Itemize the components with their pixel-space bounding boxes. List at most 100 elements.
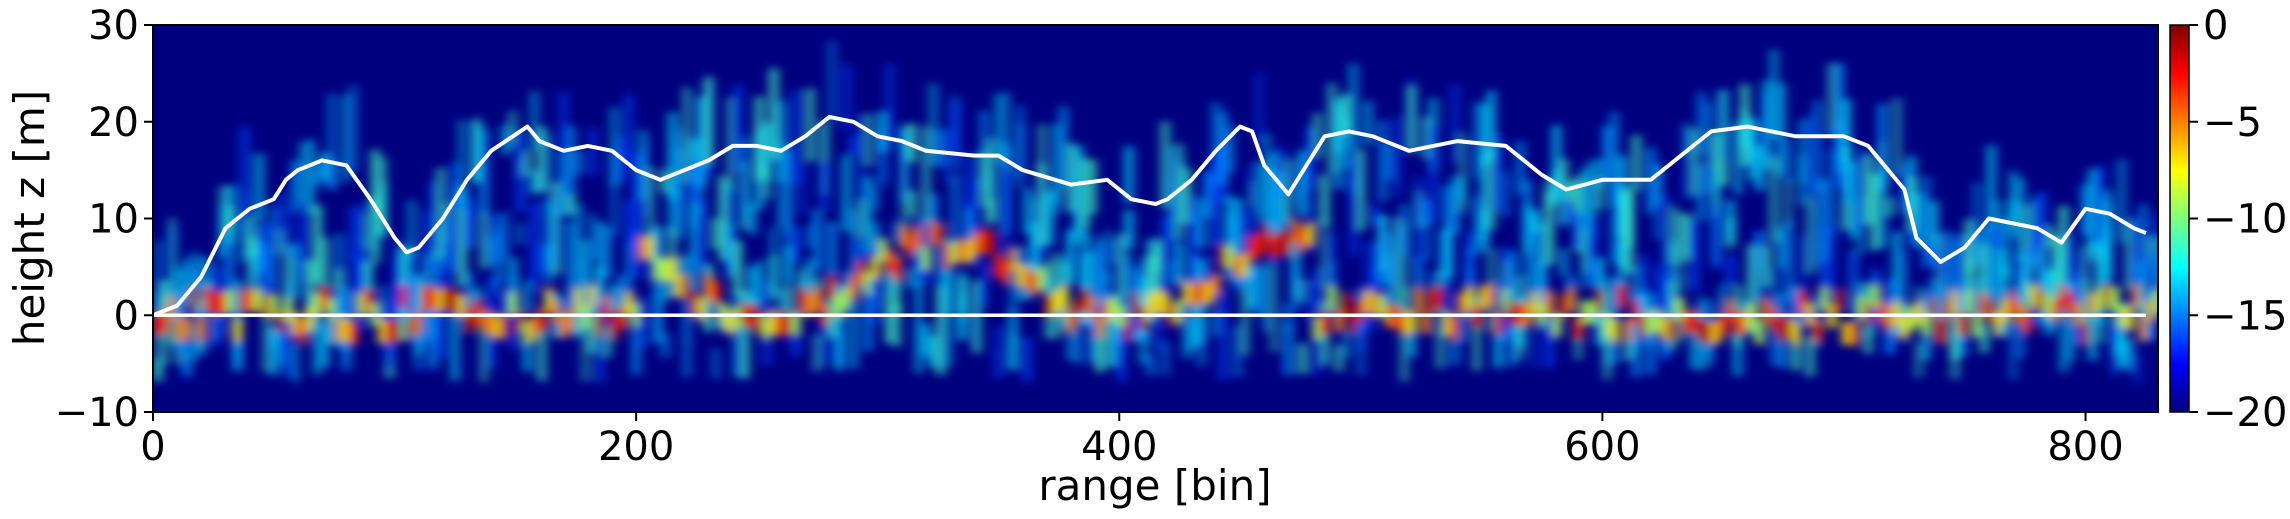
heat-cell <box>1899 251 1910 344</box>
heat-cell <box>595 302 605 383</box>
heat-cell <box>1993 225 2004 249</box>
heat-cell <box>283 208 294 259</box>
heat-cell <box>1682 214 1692 260</box>
heat-cell <box>653 257 663 281</box>
heat-cell <box>1247 265 1257 309</box>
heat-cell <box>1667 318 1678 342</box>
heat-cell <box>1363 289 1373 313</box>
heat-cell <box>732 84 743 172</box>
heat-cell <box>1769 307 1779 331</box>
heat-cell <box>1812 178 1823 267</box>
heat-cell <box>638 236 649 260</box>
heat-cell <box>573 204 583 301</box>
heat-cell <box>1529 211 1540 298</box>
heat-cell <box>1645 310 1656 334</box>
heat-cell <box>421 209 431 293</box>
heat-cell <box>1008 253 1018 338</box>
heat-cell <box>1037 124 1047 179</box>
heat-cell <box>1109 300 1120 342</box>
heat-cell <box>819 160 830 212</box>
heat-cell <box>341 94 352 182</box>
heat-cell <box>863 113 873 167</box>
heat-cell <box>522 150 533 176</box>
heat-cell <box>435 167 446 259</box>
heat-cell <box>1776 317 1786 341</box>
heat-cell <box>225 231 236 306</box>
heat-cell <box>1885 307 1895 331</box>
heat-cell <box>841 270 852 297</box>
heat-cell <box>1138 258 1149 290</box>
heat-cell <box>1769 49 1779 138</box>
heat-cell <box>515 310 526 334</box>
heat-cell <box>261 295 272 319</box>
heat-cell <box>950 173 960 261</box>
heat-cell <box>377 285 388 322</box>
heat-cell <box>1319 175 1330 226</box>
heat-cell <box>2153 236 2158 271</box>
heat-cell <box>1189 195 1199 250</box>
heat-cell <box>1247 164 1257 237</box>
heat-cell <box>558 91 569 156</box>
heat-cell <box>1298 278 1308 303</box>
heat-cell <box>1269 152 1279 245</box>
heat-cell <box>2131 216 2142 294</box>
heat-cell <box>1363 100 1373 145</box>
heat-cell <box>2051 298 2062 322</box>
heat-cell <box>638 297 649 349</box>
heat-cell <box>660 169 670 193</box>
heat-cell <box>587 213 598 261</box>
heat-cell <box>682 275 692 300</box>
heat-cell <box>1254 73 1265 146</box>
heat-cell <box>913 277 924 374</box>
heat-cell <box>1341 115 1352 170</box>
heat-cell <box>1428 288 1439 312</box>
heat-cell <box>1442 312 1453 336</box>
heat-cell <box>377 320 388 344</box>
colorbar-tick-label: −15 <box>2203 293 2287 339</box>
heat-cell <box>1182 280 1192 304</box>
heat-cell <box>1399 312 1410 336</box>
heat-cell <box>450 301 460 381</box>
heat-cell <box>689 228 699 291</box>
heat-cell <box>819 322 830 366</box>
heat-cell <box>1703 321 1714 345</box>
intensity-blobs <box>153 41 2158 383</box>
heat-cell <box>1073 299 1084 323</box>
heat-cell <box>1761 297 1772 322</box>
heat-cell <box>1066 143 1076 213</box>
heat-cell <box>167 310 178 346</box>
heat-cell <box>1602 313 1613 337</box>
heat-cell <box>826 221 837 275</box>
heat-cell <box>508 291 518 316</box>
heat-cell <box>2008 170 2018 238</box>
y-axis-label: height z [m] <box>5 90 54 346</box>
heat-cell <box>645 260 656 283</box>
heat-cell <box>1515 141 1526 195</box>
heat-cell <box>754 311 765 335</box>
colorbar-tick-label: 0 <box>2203 3 2228 49</box>
heat-cell <box>500 315 511 339</box>
heat-cell <box>689 292 699 316</box>
heat-cell <box>276 228 286 256</box>
heat-cell <box>1703 101 1714 194</box>
heat-cell <box>486 236 497 265</box>
heat-cell <box>986 197 997 224</box>
heat-cell <box>979 228 989 252</box>
heat-cell <box>768 228 779 293</box>
heat-cell <box>1529 209 1540 234</box>
heat-cell <box>2022 249 2033 283</box>
heat-cell <box>761 161 772 199</box>
heat-cell <box>1254 161 1265 219</box>
heat-cell <box>1805 197 1815 274</box>
heat-cell <box>732 292 743 378</box>
heat-cell <box>1566 288 1576 312</box>
heat-cell <box>181 344 192 375</box>
heat-cell <box>1276 229 1286 254</box>
heat-cell <box>979 150 989 207</box>
heat-cell <box>1153 239 1163 300</box>
heat-cell <box>1674 315 1685 342</box>
heat-cell <box>1595 289 1605 313</box>
heat-cell <box>471 117 482 182</box>
heat-cell <box>1580 227 1591 274</box>
heat-cell <box>1370 243 1381 290</box>
